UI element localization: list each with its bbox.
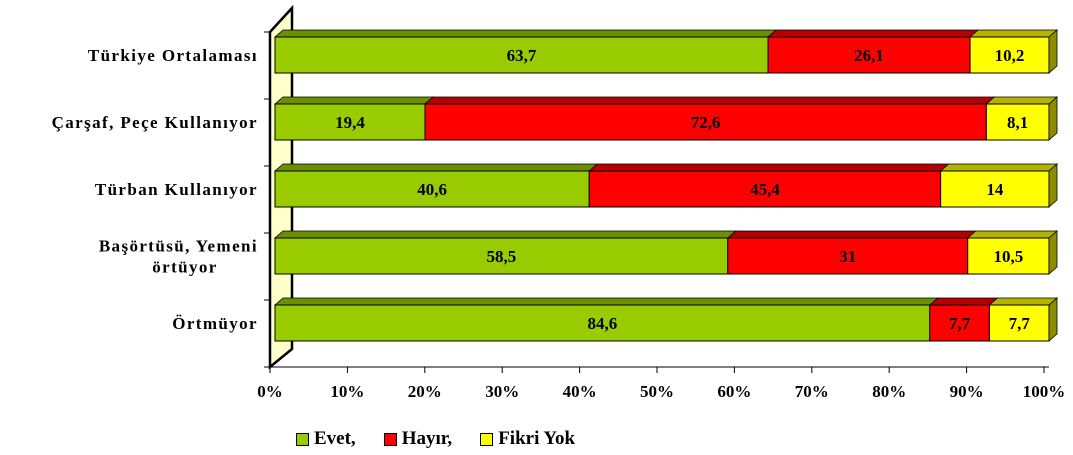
legend-label-evet: Evet, [314, 428, 356, 449]
data-label: 31 [839, 247, 856, 266]
bar-segment-evet: 40,6 [273, 163, 599, 208]
bar-front-face [588, 170, 942, 208]
bar-segment-evet: 84,6 [273, 297, 939, 342]
bar-segment-fikri-yok: 10,5 [966, 230, 1059, 275]
data-label: 72,6 [691, 113, 721, 132]
category-label: Türban Kullanıyor [95, 180, 258, 199]
bar-segment-hay-r: 7,7 [928, 297, 999, 342]
bar-top-face [273, 96, 435, 105]
bar-front-face [274, 103, 426, 141]
x-tick-label: 60% [717, 382, 751, 401]
category-label: Örtmüyor [172, 314, 258, 333]
bar-top-face [273, 163, 599, 172]
bar-front-face [967, 237, 1050, 275]
legend-item-evet: Evet, [296, 428, 356, 450]
bar-front-face [985, 103, 1050, 141]
bar-side-face [1048, 297, 1058, 342]
bar-front-face [274, 36, 769, 74]
bar-top-face [939, 163, 1059, 172]
bar-top-face [766, 29, 980, 38]
data-label: 7,7 [1009, 314, 1031, 333]
bar-top-face [928, 297, 999, 306]
bar-front-face [274, 170, 590, 208]
legend-item-fikri-yok: Fikri Yok [480, 428, 575, 450]
legend: Evet, Hayır, Fikri Yok [296, 428, 603, 450]
data-label: 63,7 [507, 46, 537, 65]
x-tick-label: 0% [257, 382, 283, 401]
bar-segment-evet: 63,7 [273, 29, 778, 74]
bar-segment-fikri-yok: 7,7 [988, 297, 1059, 342]
bar-top-face [588, 163, 950, 172]
bar-segment-fikri-yok: 14 [939, 163, 1059, 208]
x-tick-label: 20% [408, 382, 442, 401]
bar-top-face [985, 96, 1059, 105]
bar-top-face [423, 96, 996, 105]
bar-top-face [273, 297, 939, 306]
category-labels: Türkiye Ortalaması Çarşaf, Peçe Kullanıyo… [52, 46, 258, 333]
bars: 63,7 26,1 10,2 19,4 72,6 8,1 40,6 45,4 14 58,5 31 1… [273, 29, 1059, 342]
bar-side-face [1048, 29, 1058, 74]
category-label: Çarşaf, Peçe Kullanıyor [52, 113, 258, 132]
bar-side-face [1048, 163, 1058, 208]
bar-segment-evet: 19,4 [273, 96, 435, 141]
bar-front-face [969, 36, 1050, 74]
x-tick-label: 50% [640, 382, 674, 401]
bar-segment-hay-r: 72,6 [423, 96, 996, 141]
legend-item-hayir: Hayır, [383, 428, 453, 450]
bar-top-face [966, 230, 1059, 239]
category-label: Başörtüsü, Yemeni [99, 237, 258, 256]
x-axis: 0% 10% 20% 30% 40% 50% 60% 70% 80% 90% 100% [257, 366, 1066, 401]
x-tick-label: 10% [330, 382, 364, 401]
x-tick-label: 80% [872, 382, 906, 401]
bar-top-face [968, 29, 1059, 38]
bar-top-face [988, 297, 1059, 306]
x-tick-label: 70% [795, 382, 829, 401]
data-label: 58,5 [487, 247, 517, 266]
bar-front-face [988, 304, 1050, 342]
data-label: 40,6 [417, 180, 447, 199]
data-label: 26,1 [854, 46, 884, 65]
bar-front-face [727, 237, 969, 275]
bar-side-face [1048, 96, 1058, 141]
legend-swatch-hayir [383, 432, 397, 446]
data-label: 84,6 [588, 314, 618, 333]
bar-top-face [726, 230, 977, 239]
bar-side-face [1048, 230, 1058, 275]
data-label: 10,2 [995, 46, 1025, 65]
legend-label-hayir: Hayır, [401, 428, 453, 449]
data-label: 45,4 [750, 180, 780, 199]
bar-front-face [424, 103, 987, 141]
legend-swatch-evet [296, 432, 309, 446]
legend-swatch-fikri-yok [480, 432, 494, 446]
data-label: 14 [986, 180, 1004, 199]
bar-segment-hay-r: 26,1 [766, 29, 980, 74]
x-tick-label: 40% [563, 382, 597, 401]
bar-front-face [929, 304, 990, 342]
category-label: örtüyor [152, 258, 218, 277]
data-label: 7,7 [949, 314, 971, 333]
data-label: 10,5 [993, 247, 1023, 266]
x-tick-label: 90% [950, 382, 984, 401]
stacked-bar-chart: Türkiye Ortalaması Çarşaf, Peçe Kullanıyo… [52, 4, 1066, 401]
data-label: 8,1 [1007, 113, 1028, 132]
x-tick-label: 30% [485, 382, 519, 401]
bar-front-face [274, 237, 729, 275]
bar-top-face [273, 29, 778, 38]
bar-segment-fikri-yok: 10,2 [968, 29, 1059, 74]
bar-segment-hay-r: 31 [726, 230, 977, 275]
bar-segment-hay-r: 45,4 [588, 163, 950, 208]
data-label: 19,4 [335, 113, 365, 132]
bar-segment-evet: 58,5 [273, 230, 737, 275]
x-tick-label: 100% [1023, 382, 1066, 401]
category-label: Türkiye Ortalaması [88, 46, 258, 65]
bar-segment-fikri-yok: 8,1 [985, 96, 1059, 141]
bar-top-face [273, 230, 737, 239]
legend-label-fikri-yok: Fikri Yok [498, 428, 576, 449]
